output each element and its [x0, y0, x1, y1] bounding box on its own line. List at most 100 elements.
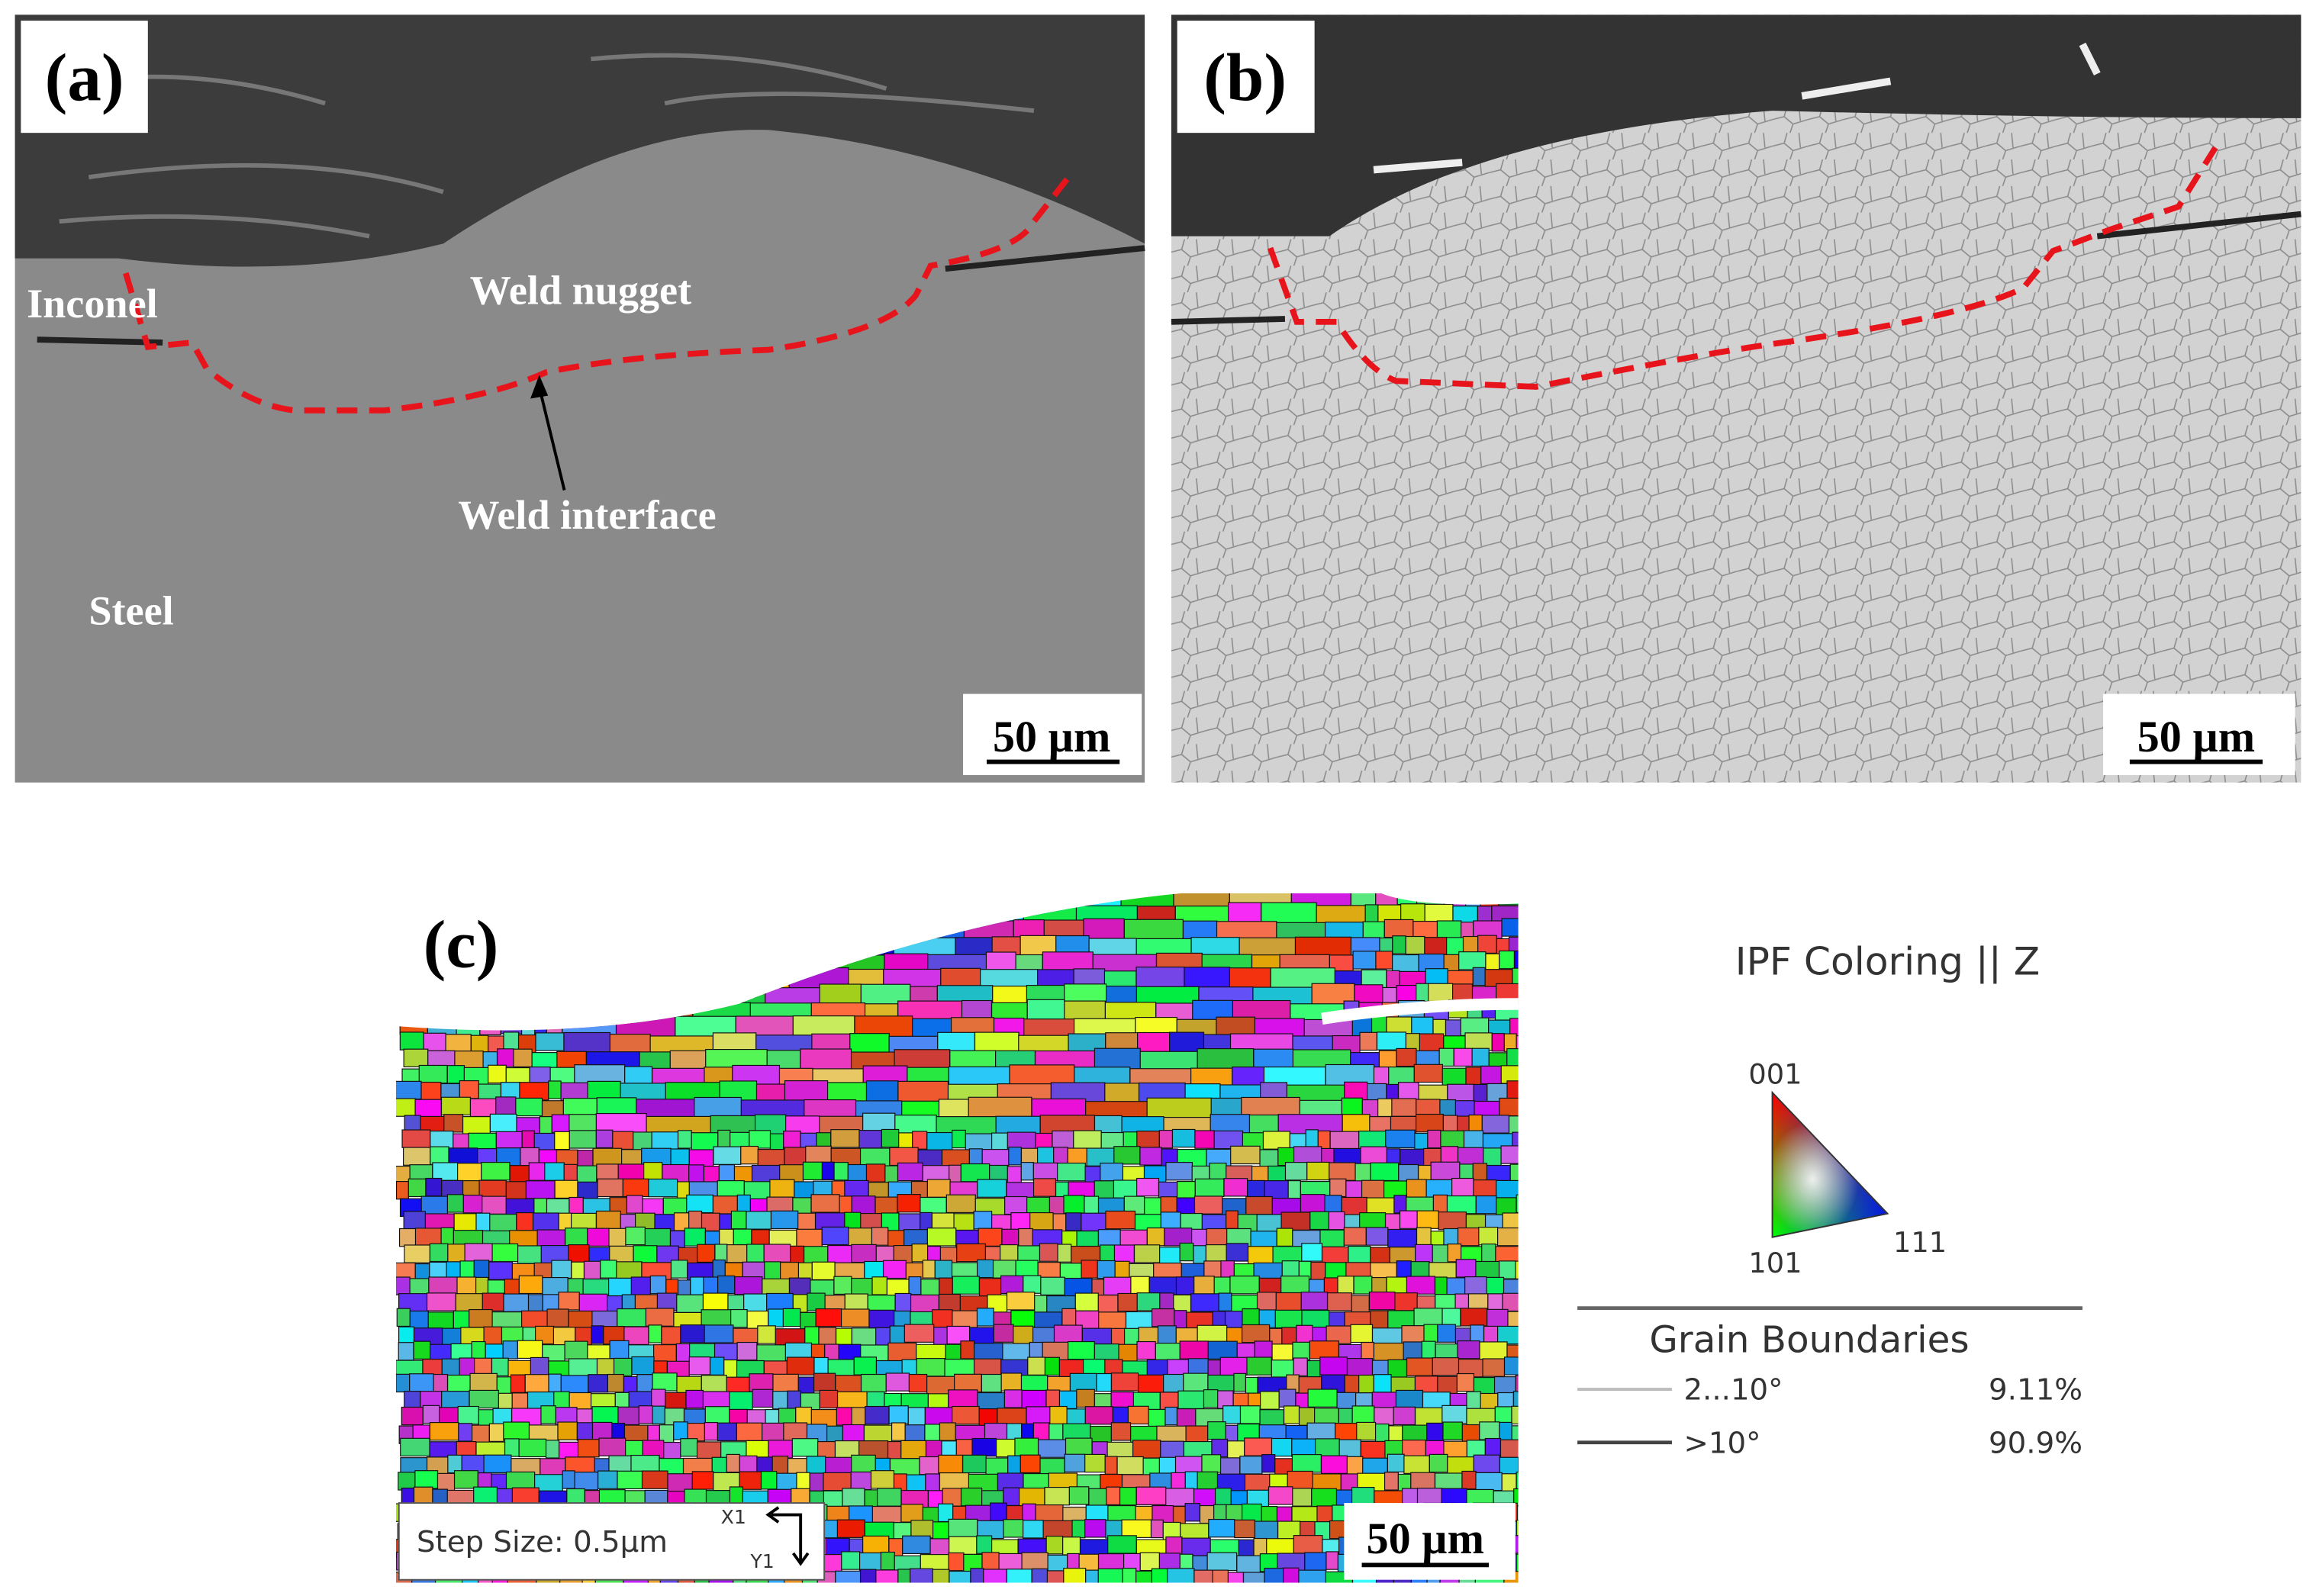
grain — [613, 1357, 633, 1377]
grain — [621, 1585, 640, 1596]
grain — [568, 1244, 590, 1263]
grain — [398, 1342, 414, 1361]
grain — [1148, 1408, 1166, 1428]
grain — [1262, 1131, 1290, 1150]
grain — [1280, 1276, 1310, 1295]
grain — [1310, 1261, 1326, 1281]
grain — [652, 1405, 665, 1424]
grain — [1503, 1356, 1519, 1376]
grain — [978, 1278, 1002, 1297]
grain — [1317, 1130, 1331, 1150]
grain — [1029, 1212, 1054, 1231]
grain — [1457, 1340, 1480, 1359]
grain — [462, 1195, 483, 1214]
grain — [815, 1308, 842, 1327]
grain — [1259, 1149, 1279, 1168]
grain — [1371, 1015, 1387, 1035]
grain — [571, 1261, 585, 1281]
grain — [1432, 1244, 1448, 1263]
grain — [1393, 1406, 1416, 1426]
grain — [1044, 1486, 1070, 1506]
grain — [1105, 1210, 1136, 1230]
grain — [1064, 1453, 1086, 1473]
grain — [1264, 1588, 1286, 1596]
grain — [505, 1181, 527, 1200]
grain — [1260, 1391, 1280, 1410]
grain — [1100, 1163, 1124, 1182]
triangle-label: 101 — [1748, 1247, 1802, 1279]
grain — [475, 1276, 489, 1296]
grain — [1344, 1081, 1368, 1101]
grain — [824, 893, 858, 919]
grain — [453, 1470, 478, 1489]
grain — [1042, 1520, 1073, 1540]
grain — [802, 1161, 823, 1181]
grain — [818, 1327, 837, 1346]
grain — [920, 1279, 940, 1298]
grain — [809, 1472, 824, 1491]
scale-bar-label: 50 µm — [2137, 712, 2255, 761]
grain — [604, 906, 640, 937]
grain — [1344, 1375, 1360, 1394]
grain — [1400, 903, 1425, 922]
grain — [1481, 1244, 1496, 1263]
grain — [1291, 1438, 1316, 1457]
grain — [1502, 1292, 1519, 1312]
grain — [936, 1586, 948, 1596]
grain — [1210, 1585, 1237, 1596]
grain — [489, 1213, 517, 1233]
grain — [598, 1470, 618, 1489]
grain — [407, 1178, 427, 1198]
grain — [881, 1128, 900, 1148]
grain — [1027, 1356, 1046, 1376]
grain — [527, 969, 546, 989]
grain — [1133, 1244, 1161, 1263]
grain — [1264, 1568, 1284, 1583]
grain — [970, 1568, 984, 1583]
grain — [1458, 951, 1487, 970]
grain — [446, 1194, 464, 1213]
grain — [772, 1391, 788, 1410]
grain — [403, 1587, 417, 1596]
grain — [608, 1228, 627, 1247]
grain — [1421, 1340, 1436, 1359]
grain — [1306, 1359, 1321, 1379]
grain — [652, 1372, 678, 1392]
grain — [836, 1407, 852, 1426]
grain — [482, 1292, 504, 1311]
grain — [430, 1146, 449, 1165]
grain — [850, 1471, 872, 1491]
grain — [1487, 1308, 1509, 1328]
grain — [900, 1440, 927, 1459]
grain — [717, 1275, 736, 1295]
grain — [952, 1276, 980, 1295]
grain — [1376, 1031, 1407, 1051]
grain — [518, 986, 537, 1006]
grain — [546, 1308, 569, 1327]
grain — [1233, 1372, 1247, 1392]
grain — [717, 936, 762, 967]
grain — [1063, 1195, 1085, 1214]
grain — [1427, 1129, 1441, 1149]
grain — [911, 1244, 929, 1263]
grain — [1456, 1372, 1475, 1392]
grain — [1321, 1246, 1349, 1266]
grain — [1238, 1539, 1255, 1559]
grain — [440, 1096, 472, 1116]
grain — [747, 906, 804, 936]
grain — [697, 1587, 717, 1596]
grain — [1088, 1488, 1107, 1508]
grain — [479, 1016, 501, 1035]
grain — [473, 1260, 490, 1279]
grain — [1298, 1585, 1317, 1596]
grain — [1283, 1405, 1300, 1424]
grain — [1157, 1325, 1177, 1344]
grain — [398, 1472, 416, 1491]
grain — [562, 903, 605, 934]
grain — [1515, 1260, 1519, 1279]
inconel-region — [1171, 14, 2302, 237]
grain — [875, 1196, 898, 1215]
grain — [1329, 1131, 1360, 1150]
grain — [948, 1552, 965, 1572]
grain — [1019, 1487, 1045, 1507]
